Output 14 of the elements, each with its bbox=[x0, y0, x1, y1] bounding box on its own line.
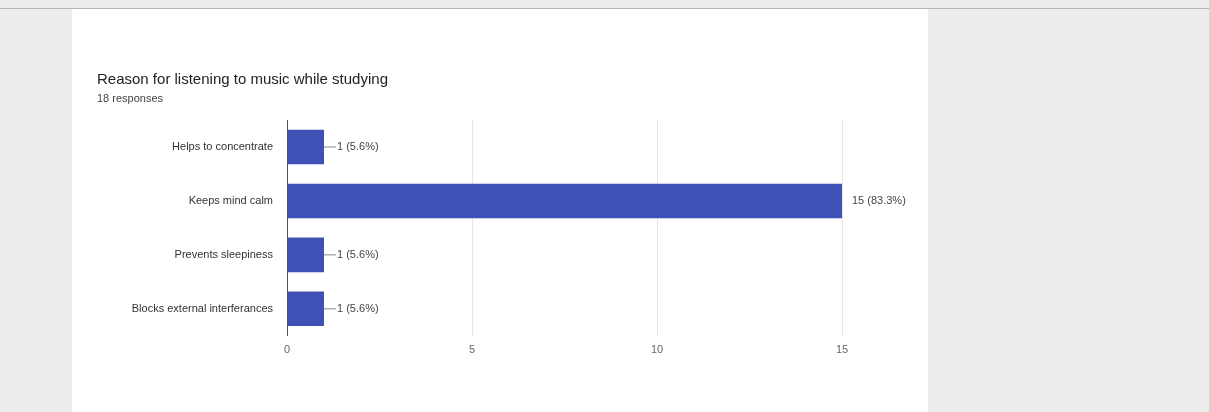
x-tick-label: 10 bbox=[650, 343, 664, 356]
data-label: 1 (5.6%) bbox=[337, 140, 379, 153]
data-label: 1 (5.6%) bbox=[337, 247, 379, 260]
x-tick-label: 15 bbox=[835, 343, 849, 356]
x-tick-label: 5 bbox=[468, 343, 476, 356]
x-tick-label: 0 bbox=[283, 343, 291, 356]
y-tick-label: Prevents sleepiness bbox=[174, 247, 274, 260]
y-tick-label: Keeps mind calm bbox=[188, 193, 273, 206]
data-label: 15 (83.3%) bbox=[852, 193, 906, 206]
text: 18 responses bbox=[97, 92, 164, 104]
chart-title: Reason for listening to music while studying bbox=[97, 70, 388, 87]
y-tick-label: Helps to concentrate bbox=[172, 140, 273, 153]
data-label: 1 (5.6%) bbox=[337, 301, 379, 314]
y-tick-label: Blocks external interferances bbox=[131, 301, 274, 314]
